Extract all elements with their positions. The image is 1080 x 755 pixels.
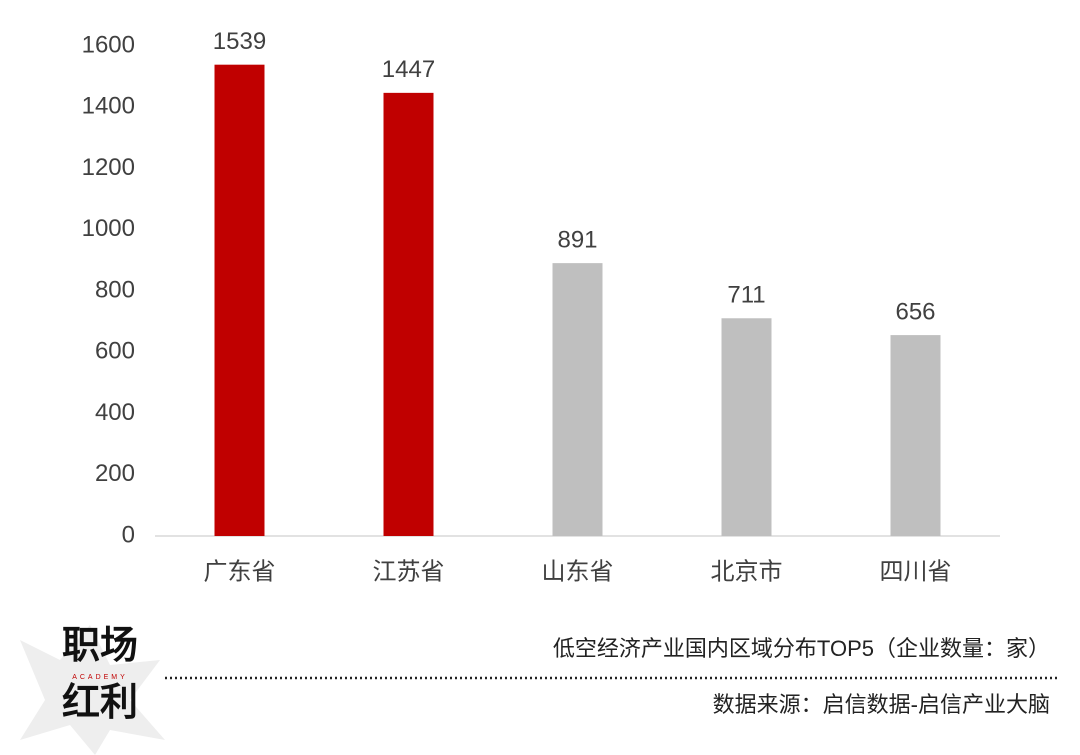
y-tick-label: 400 xyxy=(95,399,135,426)
x-tick-label: 广东省 xyxy=(204,558,276,585)
data-label: 1447 xyxy=(382,56,435,83)
brand-line1: 职场 xyxy=(62,625,138,667)
bar xyxy=(552,263,603,536)
chart-title: 低空经济产业国内区域分布TOP5（企业数量：家） xyxy=(553,636,1050,661)
x-tick-label: 江苏省 xyxy=(373,558,445,585)
bar xyxy=(721,318,772,536)
data-label: 711 xyxy=(727,282,765,309)
x-tick-label: 山东省 xyxy=(542,558,614,585)
bar xyxy=(890,335,941,536)
x-tick-label: 四川省 xyxy=(880,558,952,585)
bar xyxy=(214,64,265,537)
y-tick-label: 200 xyxy=(95,460,135,487)
y-tick-label: 600 xyxy=(95,338,135,365)
data-label: 891 xyxy=(557,226,597,253)
data-label: 1539 xyxy=(213,28,266,55)
y-tick-label: 800 xyxy=(95,276,135,303)
y-tick-label: 1600 xyxy=(82,31,135,58)
brand-tag: ACADEMY xyxy=(72,674,128,681)
bar xyxy=(383,92,434,536)
x-tick-label: 北京市 xyxy=(711,558,783,585)
y-tick-label: 1400 xyxy=(82,93,135,120)
logo-backdrop xyxy=(20,625,165,755)
y-tick-label: 1200 xyxy=(82,154,135,181)
y-tick-label: 1000 xyxy=(82,215,135,242)
data-label: 656 xyxy=(895,298,935,325)
chart-source: 数据来源：启信数据-启信产业大脑 xyxy=(713,692,1050,717)
y-tick-label: 0 xyxy=(122,521,135,548)
brand-line2: 红利 xyxy=(62,682,138,724)
